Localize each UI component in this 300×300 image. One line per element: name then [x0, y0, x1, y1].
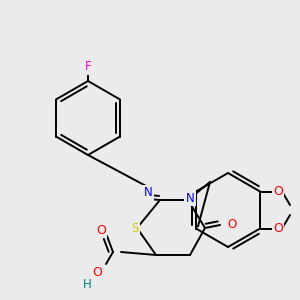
Text: H: H — [82, 278, 91, 290]
Text: O: O — [96, 224, 106, 236]
Text: N: N — [186, 191, 194, 205]
Text: N: N — [144, 187, 152, 200]
Text: O: O — [92, 266, 102, 280]
Text: S: S — [131, 221, 139, 235]
Text: O: O — [227, 218, 237, 232]
Text: F: F — [85, 61, 91, 74]
Text: O: O — [273, 185, 283, 198]
Text: O: O — [273, 222, 283, 235]
